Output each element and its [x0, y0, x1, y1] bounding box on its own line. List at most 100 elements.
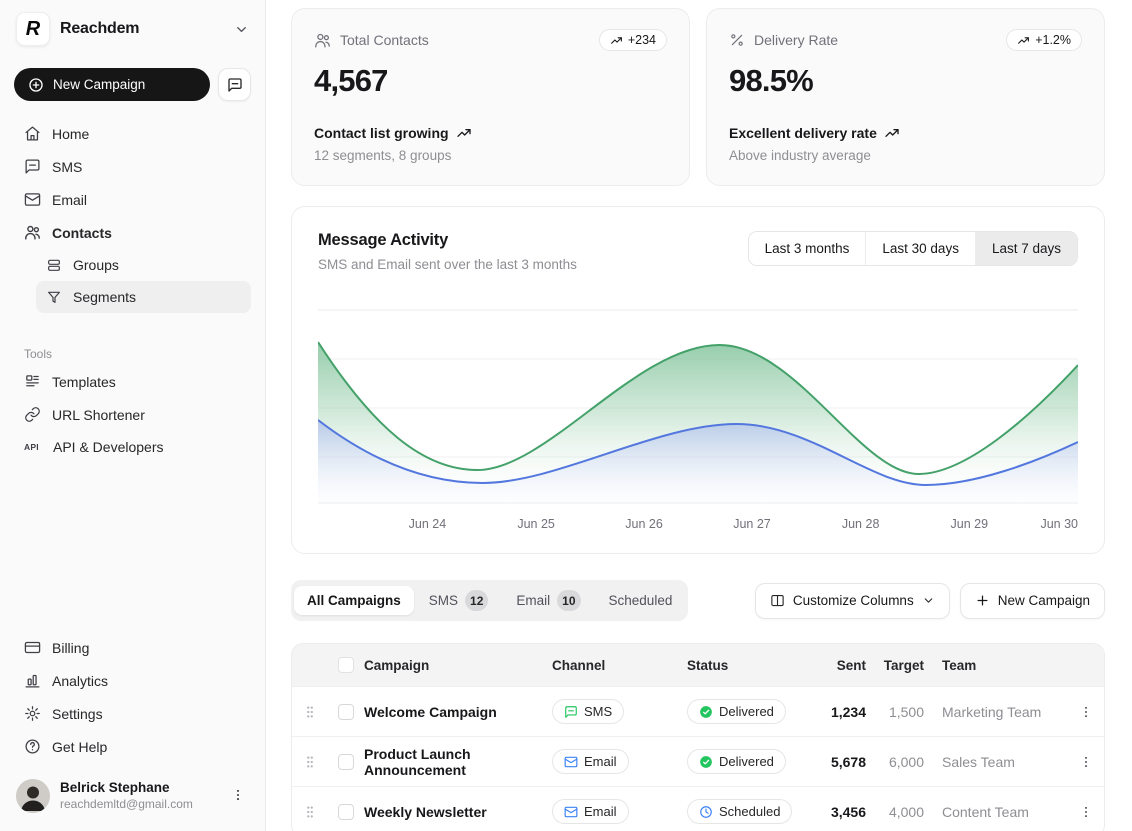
- sidebar-item-label: Settings: [52, 706, 103, 722]
- x-tick: Jun 29: [951, 517, 989, 531]
- sidebar-item-label: Groups: [73, 257, 119, 273]
- sidebar-item-home[interactable]: Home: [14, 117, 251, 150]
- sidebar-item-analytics[interactable]: Analytics: [14, 664, 251, 697]
- table-row[interactable]: Weekly Newsletter Email Scheduled: [292, 786, 1104, 831]
- sidebar-item-label: Billing: [52, 640, 89, 656]
- sidebar-item-label: Segments: [73, 289, 136, 305]
- sidebar-item-email[interactable]: Email: [14, 183, 251, 216]
- status-cell: Delivered: [687, 699, 812, 724]
- tab-label: Email: [516, 593, 550, 608]
- row-menu-button[interactable]: [1068, 805, 1104, 819]
- row-checkbox[interactable]: [338, 754, 354, 770]
- stat-trend-badge: +234: [599, 29, 667, 51]
- bar-chart-icon: [24, 672, 41, 689]
- sidebar-item-groups[interactable]: Groups: [36, 249, 251, 281]
- plus-icon: [975, 593, 990, 608]
- trending-up-icon: [1017, 34, 1030, 47]
- sidebar-item-templates[interactable]: Templates: [14, 365, 251, 398]
- tab-all-campaigns[interactable]: All Campaigns: [294, 586, 414, 615]
- chart-subtitle: SMS and Email sent over the last 3 month…: [318, 257, 577, 272]
- stat-badge-value: +1.2%: [1035, 33, 1071, 47]
- customize-columns-button[interactable]: Customize Columns: [755, 583, 950, 619]
- campaign-name: Weekly Newsletter: [364, 804, 552, 820]
- table-row[interactable]: Welcome Campaign SMS Delivered: [292, 686, 1104, 736]
- column-header-channel[interactable]: Channel: [552, 658, 687, 673]
- new-campaign-table-button[interactable]: New Campaign: [960, 583, 1105, 619]
- status-badge-scheduled: Scheduled: [687, 799, 792, 824]
- channel-label: SMS: [584, 704, 612, 719]
- column-header-target[interactable]: Target: [870, 658, 928, 673]
- status-label: Scheduled: [719, 804, 780, 819]
- campaign-tabs: All Campaigns SMS 12 Email 10 Scheduled: [291, 580, 688, 621]
- sidebar-item-billing[interactable]: Billing: [14, 631, 251, 664]
- column-header-team[interactable]: Team: [928, 658, 1068, 673]
- drag-handle-icon[interactable]: [292, 755, 328, 769]
- drag-handle-icon[interactable]: [292, 705, 328, 719]
- column-header-status[interactable]: Status: [687, 658, 812, 673]
- campaigns-table: Campaign Channel Status Sent Target Team…: [291, 643, 1105, 831]
- channel-badge-sms: SMS: [552, 699, 624, 724]
- mail-icon: [564, 755, 578, 769]
- brand-name: Reachdem: [60, 20, 224, 38]
- sms-icon: [24, 158, 41, 175]
- column-header-campaign[interactable]: Campaign: [364, 658, 552, 673]
- column-header-sent[interactable]: Sent: [812, 658, 870, 673]
- chart-title: Message Activity: [318, 231, 577, 250]
- sidebar-item-sms[interactable]: SMS: [14, 150, 251, 183]
- tab-scheduled[interactable]: Scheduled: [596, 586, 686, 615]
- row-menu-button[interactable]: [1068, 755, 1104, 769]
- team-value: Content Team: [928, 804, 1068, 820]
- api-icon: API: [24, 442, 42, 452]
- brand-row[interactable]: R Reachdem: [14, 10, 251, 46]
- stat-label: Delivery Rate: [754, 32, 997, 48]
- clock-icon: [699, 805, 713, 819]
- row-checkbox[interactable]: [338, 704, 354, 720]
- tab-sms[interactable]: SMS 12: [416, 583, 502, 618]
- drag-handle-icon[interactable]: [292, 805, 328, 819]
- x-tick: Jun 30: [1040, 517, 1078, 531]
- tab-email[interactable]: Email 10: [503, 583, 593, 618]
- sidebar-item-contacts[interactable]: Contacts: [14, 216, 251, 249]
- reachdem-logo-icon: R: [16, 12, 50, 46]
- row-checkbox[interactable]: [338, 804, 354, 820]
- table-row[interactable]: Product Launch Announcement Email: [292, 736, 1104, 786]
- sidebar-item-url-shortener[interactable]: URL Shortener: [14, 398, 251, 431]
- sidebar-item-settings[interactable]: Settings: [14, 697, 251, 730]
- sidebar-nav: Home SMS Email Contacts: [14, 117, 251, 463]
- sidebar-item-api-developers[interactable]: API API & Developers: [14, 431, 251, 463]
- x-tick: Jun 28: [842, 517, 880, 531]
- sidebar-item-label: Home: [52, 126, 89, 142]
- range-last-7-days[interactable]: Last 7 days: [975, 232, 1077, 265]
- chevron-down-icon[interactable]: [234, 22, 249, 37]
- range-last-30-days[interactable]: Last 30 days: [865, 232, 975, 265]
- sent-value: 1,234: [812, 704, 870, 720]
- select-all-checkbox[interactable]: [338, 657, 354, 673]
- range-last-3-months[interactable]: Last 3 months: [749, 232, 866, 265]
- stats-row: Total Contacts +234 4,567 Contact list g…: [291, 8, 1105, 186]
- link-icon: [24, 406, 41, 423]
- x-tick: Jun 24: [409, 517, 447, 531]
- channel-badge-email: Email: [552, 799, 629, 824]
- status-cell: Delivered: [687, 749, 812, 774]
- campaign-name: Welcome Campaign: [364, 704, 552, 720]
- channel-cell: Email: [552, 749, 687, 774]
- message-activity-card: Message Activity SMS and Email sent over…: [291, 206, 1105, 554]
- profile-name: Belrick Stephane: [60, 780, 217, 797]
- sidebar-item-label: URL Shortener: [52, 407, 145, 423]
- sidebar-actions: New Campaign: [14, 68, 251, 101]
- sms-icon: [564, 705, 578, 719]
- campaigns-toolbar: All Campaigns SMS 12 Email 10 Scheduled: [291, 580, 1105, 621]
- plus-circle-icon: [28, 77, 44, 93]
- profile-menu-button[interactable]: [227, 784, 249, 809]
- row-menu-button[interactable]: [1068, 705, 1104, 719]
- x-tick: Jun 25: [517, 517, 555, 531]
- status-label: Delivered: [719, 754, 774, 769]
- new-campaign-label: New Campaign: [53, 77, 145, 92]
- quick-message-button[interactable]: [218, 68, 251, 101]
- sidebar-item-segments[interactable]: Segments: [36, 281, 251, 313]
- help-circle-icon: [24, 738, 41, 755]
- sidebar-item-get-help[interactable]: Get Help: [14, 730, 251, 763]
- new-campaign-button[interactable]: New Campaign: [14, 68, 210, 101]
- profile-row[interactable]: Belrick Stephane reachdemltd@gmail.com: [14, 775, 251, 817]
- credit-card-icon: [24, 639, 41, 656]
